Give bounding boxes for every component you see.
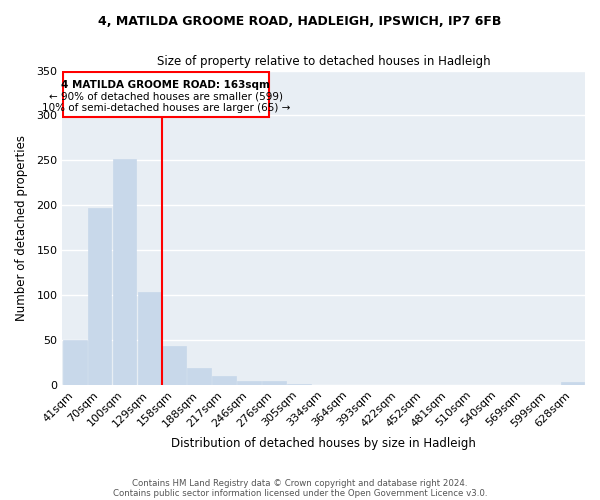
- Text: 4, MATILDA GROOME ROAD, HADLEIGH, IPSWICH, IP7 6FB: 4, MATILDA GROOME ROAD, HADLEIGH, IPSWIC…: [98, 15, 502, 28]
- Bar: [163, 346, 186, 385]
- Bar: [262, 381, 286, 385]
- Bar: [187, 368, 211, 385]
- Title: Size of property relative to detached houses in Hadleigh: Size of property relative to detached ho…: [157, 55, 490, 68]
- Text: Contains HM Land Registry data © Crown copyright and database right 2024.: Contains HM Land Registry data © Crown c…: [132, 478, 468, 488]
- Text: ← 90% of detached houses are smaller (599): ← 90% of detached houses are smaller (59…: [49, 91, 283, 101]
- Bar: [88, 208, 112, 385]
- Bar: [287, 384, 311, 385]
- Y-axis label: Number of detached properties: Number of detached properties: [15, 134, 28, 320]
- Text: Contains public sector information licensed under the Open Government Licence v3: Contains public sector information licen…: [113, 488, 487, 498]
- Text: 4 MATILDA GROOME ROAD: 163sqm: 4 MATILDA GROOME ROAD: 163sqm: [61, 80, 270, 90]
- Bar: [237, 381, 261, 385]
- Bar: [137, 292, 161, 385]
- Text: 10% of semi-detached houses are larger (65) →: 10% of semi-detached houses are larger (…: [41, 103, 290, 113]
- Bar: [561, 382, 584, 385]
- X-axis label: Distribution of detached houses by size in Hadleigh: Distribution of detached houses by size …: [171, 437, 476, 450]
- FancyBboxPatch shape: [63, 72, 269, 117]
- Bar: [63, 340, 86, 385]
- Bar: [212, 376, 236, 385]
- Bar: [113, 158, 136, 385]
